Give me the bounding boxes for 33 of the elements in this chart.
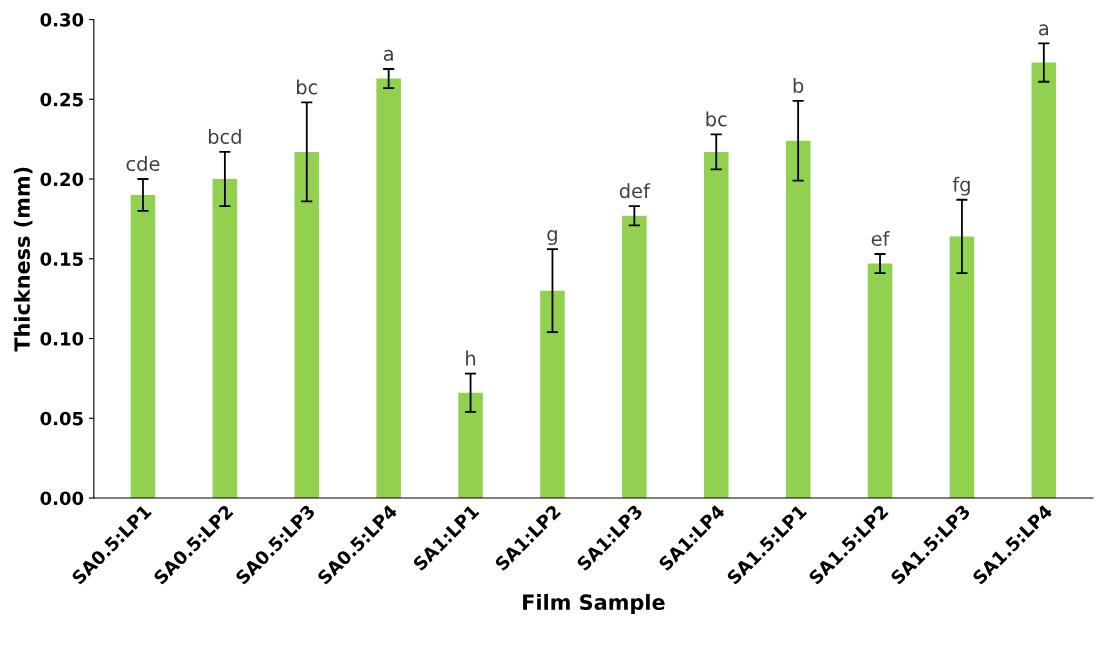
annotation: bc — [706, 111, 727, 127]
y-axis-title: Thickness (mm) — [13, 167, 33, 352]
y-tick-label: 0.10 — [40, 331, 84, 346]
bar — [703, 151, 729, 499]
annotation: h — [466, 350, 476, 366]
annotation: bc — [297, 79, 318, 95]
y-tick-label: 0.15 — [40, 252, 83, 266]
annotation: g — [547, 230, 557, 246]
y-tick-label: 0.25 — [40, 92, 83, 107]
y-tick-label: 0.05 — [40, 411, 83, 426]
annotation: a — [383, 49, 393, 62]
annotation: ef — [871, 231, 890, 247]
x-axis-title: Film Sample — [523, 593, 665, 615]
annotation: def — [619, 183, 651, 199]
bar — [949, 236, 975, 499]
bar — [867, 263, 893, 499]
bar — [622, 215, 647, 499]
annotation: a — [1039, 24, 1049, 36]
y-tick-label: 0.30 — [40, 12, 84, 27]
bar — [212, 179, 238, 499]
bar — [540, 290, 565, 499]
annotation: cde — [126, 156, 160, 172]
annotation: b — [793, 77, 804, 93]
y-tick-label: 0.20 — [40, 172, 84, 187]
bar — [1031, 62, 1057, 499]
annotation: fg — [952, 176, 970, 196]
bar — [130, 194, 156, 499]
y-tick-label: 0.00 — [40, 491, 84, 506]
bar — [785, 140, 811, 499]
bar — [458, 392, 483, 499]
annotation: bcd — [208, 128, 241, 144]
bar — [376, 78, 401, 499]
bar — [294, 151, 320, 499]
